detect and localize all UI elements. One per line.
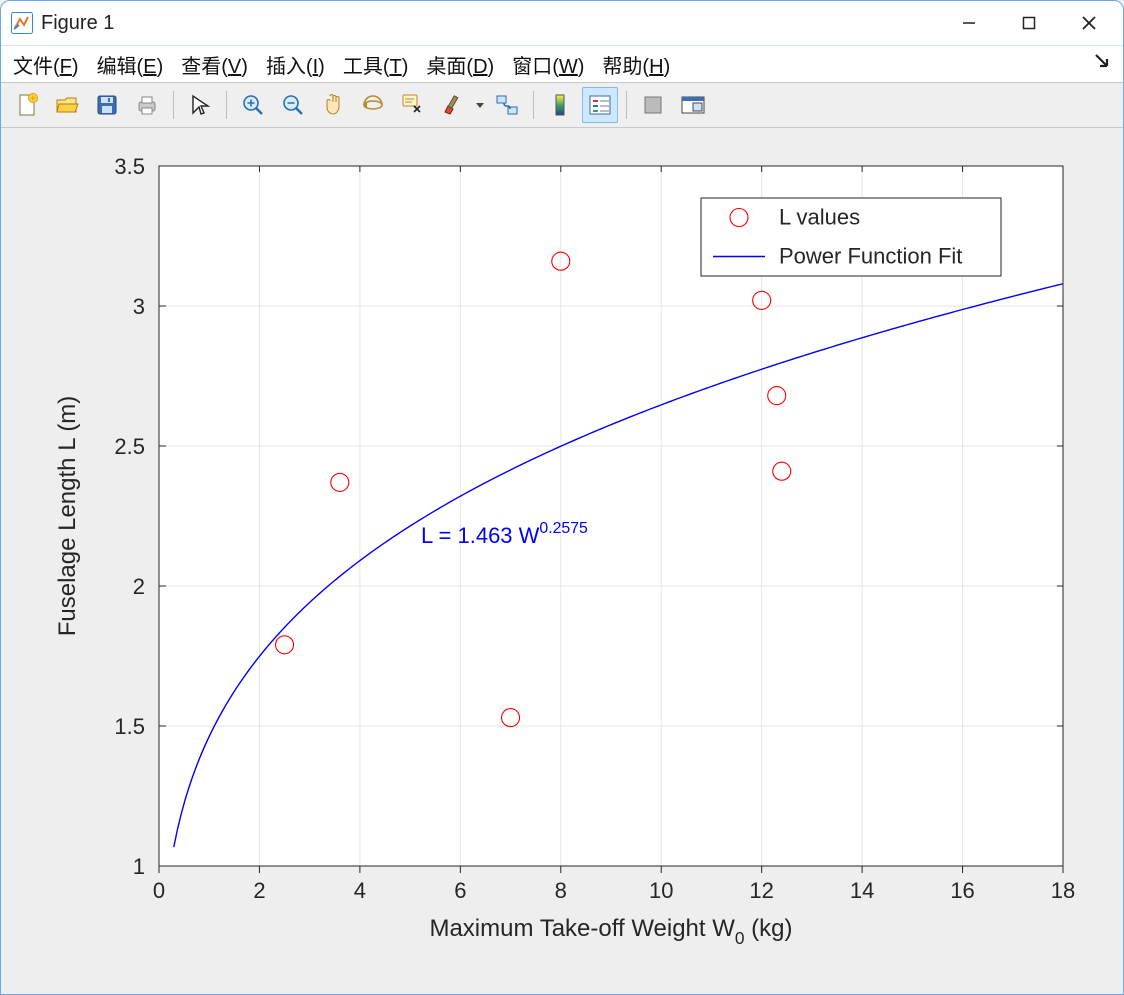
toolbar-separator — [226, 91, 227, 119]
edit-plot-button[interactable] — [182, 87, 218, 123]
svg-text:2: 2 — [253, 878, 265, 903]
svg-text:2.5: 2.5 — [114, 434, 145, 459]
svg-text:14: 14 — [850, 878, 874, 903]
hide-plot-tools-button[interactable] — [635, 87, 671, 123]
toolbar-separator — [626, 91, 627, 119]
data-cursor-button[interactable] — [395, 87, 431, 123]
dock-button[interactable] — [675, 87, 711, 123]
svg-text:1.5: 1.5 — [114, 714, 145, 739]
svg-text:16: 16 — [950, 878, 974, 903]
fuselage-length-chart[interactable]: 02468101214161811.522.533.5Maximum Take-… — [1, 128, 1123, 970]
zoom-in-button[interactable] — [235, 87, 271, 123]
zoom-out-button[interactable] — [275, 87, 311, 123]
titlebar: Figure 1 — [1, 1, 1123, 45]
menu-desktop[interactable]: 桌面(D) — [426, 50, 494, 79]
close-button[interactable] — [1059, 3, 1119, 43]
toolbar — [1, 82, 1123, 128]
svg-text:3: 3 — [133, 294, 145, 319]
menu-edit[interactable]: 编辑(E) — [97, 50, 164, 79]
new-figure-button[interactable] — [9, 87, 45, 123]
menubar: 文件(F) 编辑(E) 查看(V) 插入(I) 工具(T) 桌面(D) 窗口(W… — [1, 45, 1123, 82]
menu-view[interactable]: 查看(V) — [181, 50, 248, 79]
svg-text:12: 12 — [749, 878, 773, 903]
maximize-button[interactable] — [999, 3, 1059, 43]
svg-text:6: 6 — [454, 878, 466, 903]
window-title: Figure 1 — [41, 12, 114, 35]
colorbar-button[interactable] — [542, 87, 578, 123]
save-button[interactable] — [89, 87, 125, 123]
svg-text:10: 10 — [649, 878, 673, 903]
svg-text:8: 8 — [555, 878, 567, 903]
svg-text:2: 2 — [133, 574, 145, 599]
svg-text:Fuselage Length L (m): Fuselage Length L (m) — [54, 396, 81, 637]
menu-tools[interactable]: 工具(T) — [343, 50, 409, 79]
legend-button[interactable] — [582, 87, 618, 123]
figure-window: Figure 1 文件(F) 编辑(E) 查看(V) 插入(I) 工具(T) 桌… — [0, 0, 1124, 995]
svg-text:4: 4 — [354, 878, 366, 903]
link-plot-button[interactable] — [489, 87, 525, 123]
menu-window[interactable]: 窗口(W) — [512, 50, 584, 79]
svg-text:Power Function Fit: Power Function Fit — [779, 244, 962, 269]
menu-help[interactable]: 帮助(H) — [602, 50, 670, 79]
plot-area: 02468101214161811.522.533.5Maximum Take-… — [1, 128, 1123, 994]
minimize-button[interactable] — [939, 3, 999, 43]
print-button[interactable] — [129, 87, 165, 123]
undock-arrow-icon[interactable] — [1093, 52, 1111, 76]
toolbar-separator — [533, 91, 534, 119]
svg-text:18: 18 — [1051, 878, 1075, 903]
svg-text:3.5: 3.5 — [114, 154, 145, 179]
rotate-3d-button[interactable] — [355, 87, 391, 123]
open-button[interactable] — [49, 87, 85, 123]
svg-text:1: 1 — [133, 854, 145, 879]
pan-button[interactable] — [315, 87, 351, 123]
brush-dropdown-button[interactable] — [475, 88, 485, 122]
menu-insert[interactable]: 插入(I) — [266, 50, 325, 79]
toolbar-separator — [173, 91, 174, 119]
svg-text:0: 0 — [153, 878, 165, 903]
menu-file[interactable]: 文件(F) — [13, 50, 79, 79]
brush-button[interactable] — [435, 87, 471, 123]
matlab-app-icon — [11, 12, 33, 34]
svg-text:L values: L values — [779, 205, 860, 230]
